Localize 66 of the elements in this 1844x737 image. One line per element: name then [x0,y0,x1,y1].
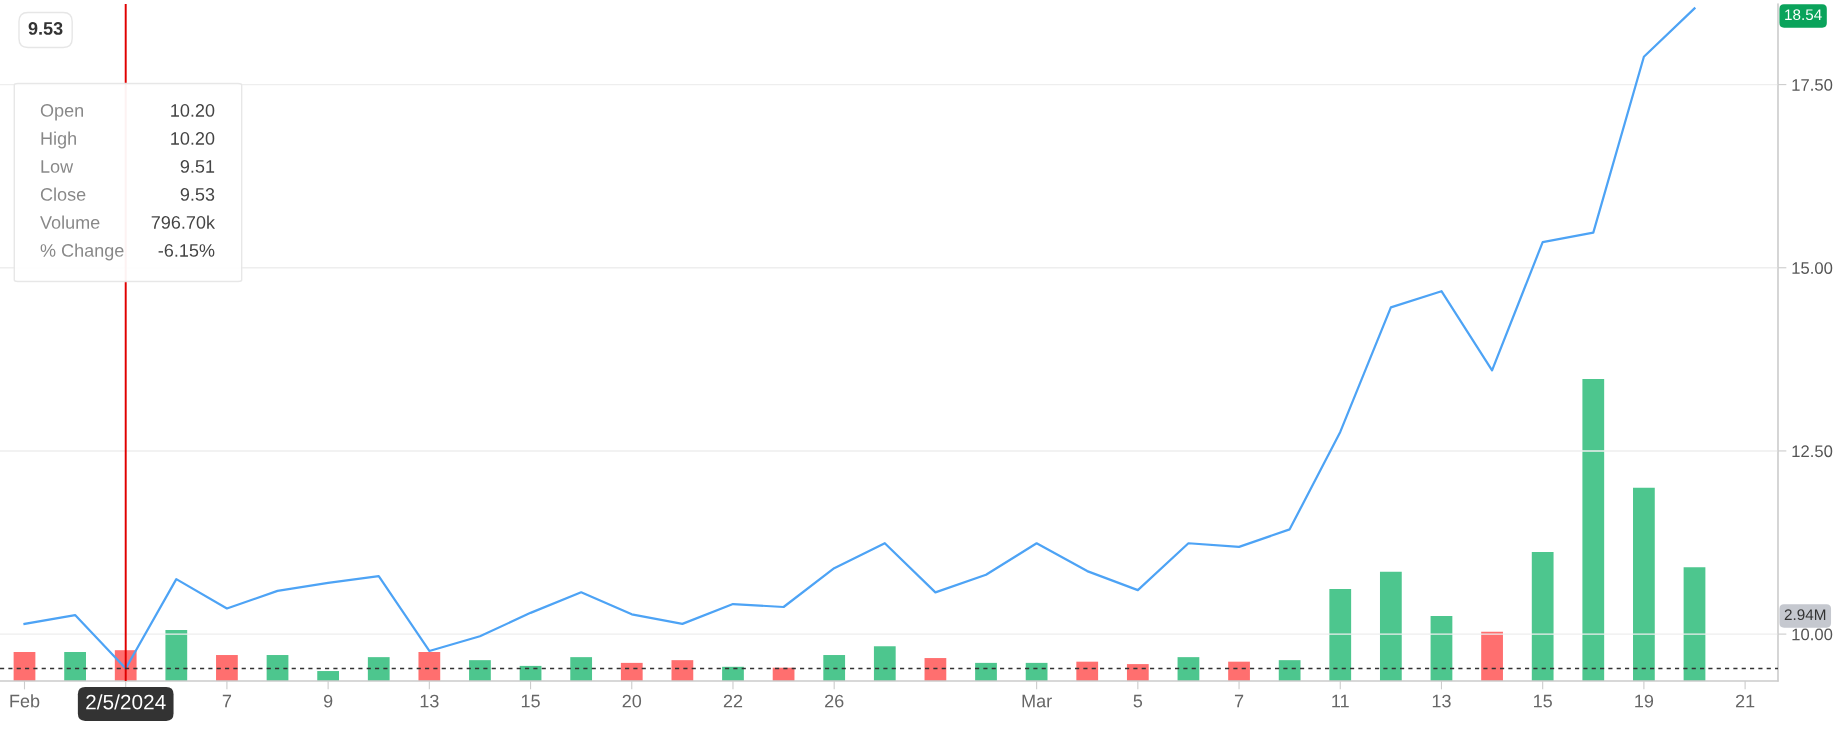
x-tick-label: 21 [1735,694,1755,708]
bar [1228,661,1250,681]
bar [367,657,390,681]
bar [13,652,36,681]
annotation: Close [40,187,86,201]
bar [1379,571,1402,681]
x-tick-label: 26 [825,694,844,708]
annotation: 796.70k [151,215,216,229]
bar [924,658,947,681]
y-tick-label: 17.50 [1792,79,1833,91]
bar [873,646,896,681]
bar [165,629,188,681]
bar [1126,664,1149,681]
bar [1076,661,1099,681]
bar [1582,379,1605,681]
x-tick-label: 7 [222,694,232,708]
x-tick-label: 13 [420,694,439,708]
bar [418,652,441,681]
bar [1329,588,1352,681]
bar [570,657,593,681]
annotation: High [41,131,76,149]
bar [671,660,694,681]
x-tick-label: 11 [1332,694,1349,708]
bar [469,660,491,681]
bar [64,652,86,681]
x-tick-label: Feb [10,694,40,708]
bar [216,655,238,681]
x-tick-label: 15 [1534,694,1552,708]
x-tick-label: 5 [1133,694,1143,708]
x-tick-label: 20 [622,694,642,708]
x-tick-label: 22 [723,694,743,708]
bar [975,662,997,681]
x-tick-label: Mar [1022,694,1052,708]
annotation: -6.15% [158,244,215,257]
annotation: % Change [40,243,124,261]
line-series [23,7,1696,670]
annotation: 10.20 [171,132,215,145]
y-tick-label: 15.00 [1792,262,1833,274]
bar [1278,660,1301,681]
x-tick-label: 19 [1635,694,1654,708]
text: 2.94M [1784,609,1826,621]
x-tick-label: 13 [1432,694,1451,708]
annotation: Open [40,104,83,121]
x-tick-label: 9 [323,694,333,708]
annotation: 9.53 [28,22,63,35]
bar [1683,567,1706,681]
bar [1633,487,1655,681]
annotation: Low [41,160,74,173]
y-tick-label: 10.00 [1792,628,1833,641]
annotation: 9.53 [180,188,215,201]
bar [317,671,340,681]
text: 18.54 [1785,9,1822,21]
annotation: 9.51 [180,160,215,173]
bar [1531,552,1554,681]
bar [620,662,643,681]
bar [823,655,846,681]
bar [1177,657,1200,681]
bar [1481,631,1503,681]
y-tick-label: 12.50 [1792,445,1833,458]
x-tick-label: 2/5/2024 [86,694,166,710]
bar [1430,616,1453,681]
annotation: Volume [40,215,100,229]
annotation: 10.20 [171,104,215,117]
x-tick-label: 15 [521,694,540,708]
x-tick-label: 7 [1234,694,1244,708]
bar [266,655,289,681]
